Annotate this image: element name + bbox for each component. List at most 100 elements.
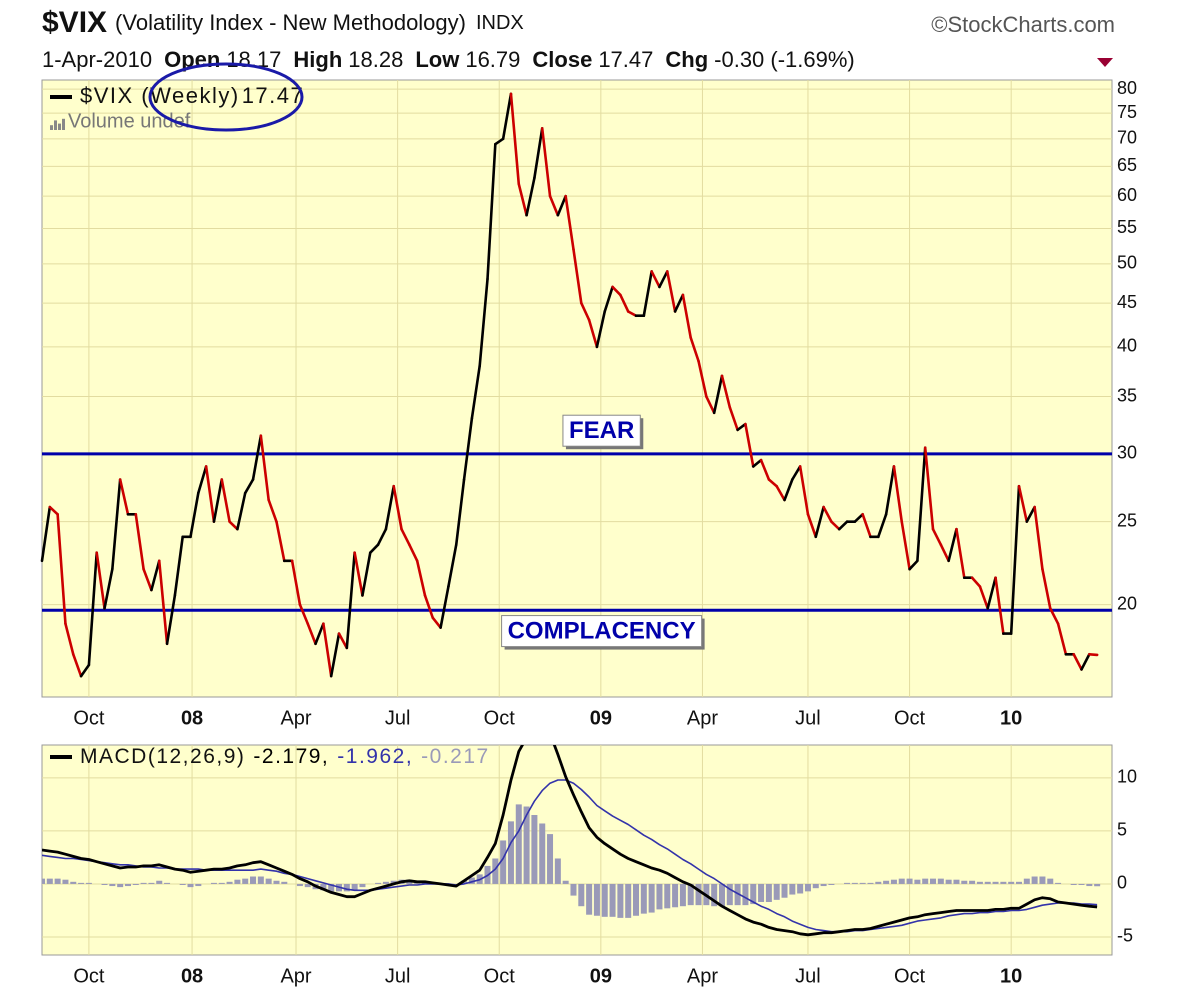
y-tick-label: 55 xyxy=(1117,217,1137,237)
y-tick-label: -5 xyxy=(1117,926,1133,946)
price-segment xyxy=(157,559,169,646)
price-segment xyxy=(189,491,200,539)
price-segment xyxy=(423,594,435,620)
price-segment xyxy=(1048,607,1060,625)
macd-plot xyxy=(42,745,1101,937)
histogram-bar xyxy=(1047,878,1054,884)
price-segment xyxy=(947,527,958,563)
price-segment xyxy=(697,359,708,398)
histogram-bar xyxy=(1031,876,1038,884)
price-segment xyxy=(970,576,982,588)
source: ©StockCharts.com xyxy=(931,12,1115,37)
histogram-bar xyxy=(633,883,640,916)
histogram-bar xyxy=(742,883,749,906)
price-segment xyxy=(1080,652,1091,671)
price-segment xyxy=(798,465,810,516)
x-tick-label: Oct xyxy=(73,707,105,729)
histogram-bar xyxy=(820,883,827,887)
price-segment xyxy=(626,310,638,318)
histogram-bar xyxy=(382,881,389,884)
label-box xyxy=(562,414,641,447)
histogram-bar xyxy=(54,878,61,884)
histogram-bar xyxy=(539,823,546,884)
histogram-bar xyxy=(226,881,233,884)
histogram-bar xyxy=(1078,883,1085,885)
price-segment xyxy=(548,194,560,217)
x-tick-label: Oct xyxy=(484,965,516,987)
price-segment xyxy=(501,92,513,141)
histogram-bar xyxy=(898,878,905,884)
histogram-bar xyxy=(78,882,85,884)
price-segment xyxy=(400,527,411,546)
volume-icon xyxy=(54,120,57,130)
histogram-bar xyxy=(625,883,632,918)
histogram-bar xyxy=(922,878,929,884)
price-segment xyxy=(236,491,247,531)
price-segment xyxy=(783,478,794,502)
histogram-bar xyxy=(1070,883,1077,885)
price-segment xyxy=(861,512,872,539)
price-segment xyxy=(447,543,458,588)
histogram-bar xyxy=(656,883,663,910)
histogram-bar xyxy=(695,883,702,906)
y-tick-label: 0 xyxy=(1117,873,1127,893)
price-segment xyxy=(290,559,302,606)
histogram-bar xyxy=(218,882,225,884)
price-segment xyxy=(220,478,231,523)
histogram-bar xyxy=(781,883,788,898)
price-segment xyxy=(642,270,653,318)
histogram-bar xyxy=(1086,883,1093,887)
price-segment xyxy=(142,567,153,592)
price-segment xyxy=(494,137,505,146)
histogram-bar xyxy=(554,858,561,884)
price-segment xyxy=(564,194,575,251)
x-tick-label: Oct xyxy=(894,965,926,987)
histogram-bar xyxy=(210,882,217,884)
x-tick-label: Jul xyxy=(385,965,411,987)
histogram-bar xyxy=(906,878,913,884)
x-tick-label: Apr xyxy=(280,707,311,729)
price-segment xyxy=(689,336,700,363)
histogram-bar xyxy=(320,883,327,891)
histogram-bar xyxy=(265,878,272,884)
histogram-bar xyxy=(250,876,257,884)
histogram-bar xyxy=(562,880,569,884)
price-segment xyxy=(337,632,349,650)
histogram-bar xyxy=(187,883,194,888)
price-segment xyxy=(111,478,122,571)
histogram-bar xyxy=(62,879,69,884)
plot-area xyxy=(41,744,1113,956)
x-tick-label: Apr xyxy=(687,965,718,987)
price-segment xyxy=(806,512,818,539)
y-tick-label: 40 xyxy=(1117,336,1137,356)
price-segment xyxy=(877,512,888,539)
histogram-bar xyxy=(1008,881,1015,884)
price-segment xyxy=(243,478,255,495)
y-tick-label: 35 xyxy=(1117,385,1137,405)
price-segment xyxy=(1088,652,1099,657)
quote-label: Chg xyxy=(665,47,708,72)
legend-value: 17.47 xyxy=(242,83,305,108)
histogram-bar xyxy=(914,879,921,884)
histogram-bar xyxy=(85,882,92,884)
price-segment xyxy=(1025,505,1036,523)
histogram-bar xyxy=(257,876,264,884)
histogram-bar xyxy=(164,882,171,884)
histogram-bar xyxy=(930,878,937,884)
histogram-bar xyxy=(242,878,249,884)
price-segment xyxy=(509,92,521,186)
x-tick-label: 08 xyxy=(181,965,203,987)
legend-value: -2.179, xyxy=(253,745,329,768)
price-segment xyxy=(87,551,99,667)
x-tick-label: 10 xyxy=(1000,965,1022,987)
price-segment xyxy=(579,301,591,322)
price-segment xyxy=(48,505,59,516)
x-tick-label: Jul xyxy=(385,707,411,729)
price-segment xyxy=(368,543,380,554)
quote-value: 18.17 xyxy=(226,47,281,72)
histogram-bar xyxy=(343,883,350,892)
histogram-bar xyxy=(156,880,163,884)
histogram-bar xyxy=(179,883,186,885)
quote-value: -0.30 (-1.69%) xyxy=(714,47,855,72)
histogram-bar xyxy=(992,881,999,884)
